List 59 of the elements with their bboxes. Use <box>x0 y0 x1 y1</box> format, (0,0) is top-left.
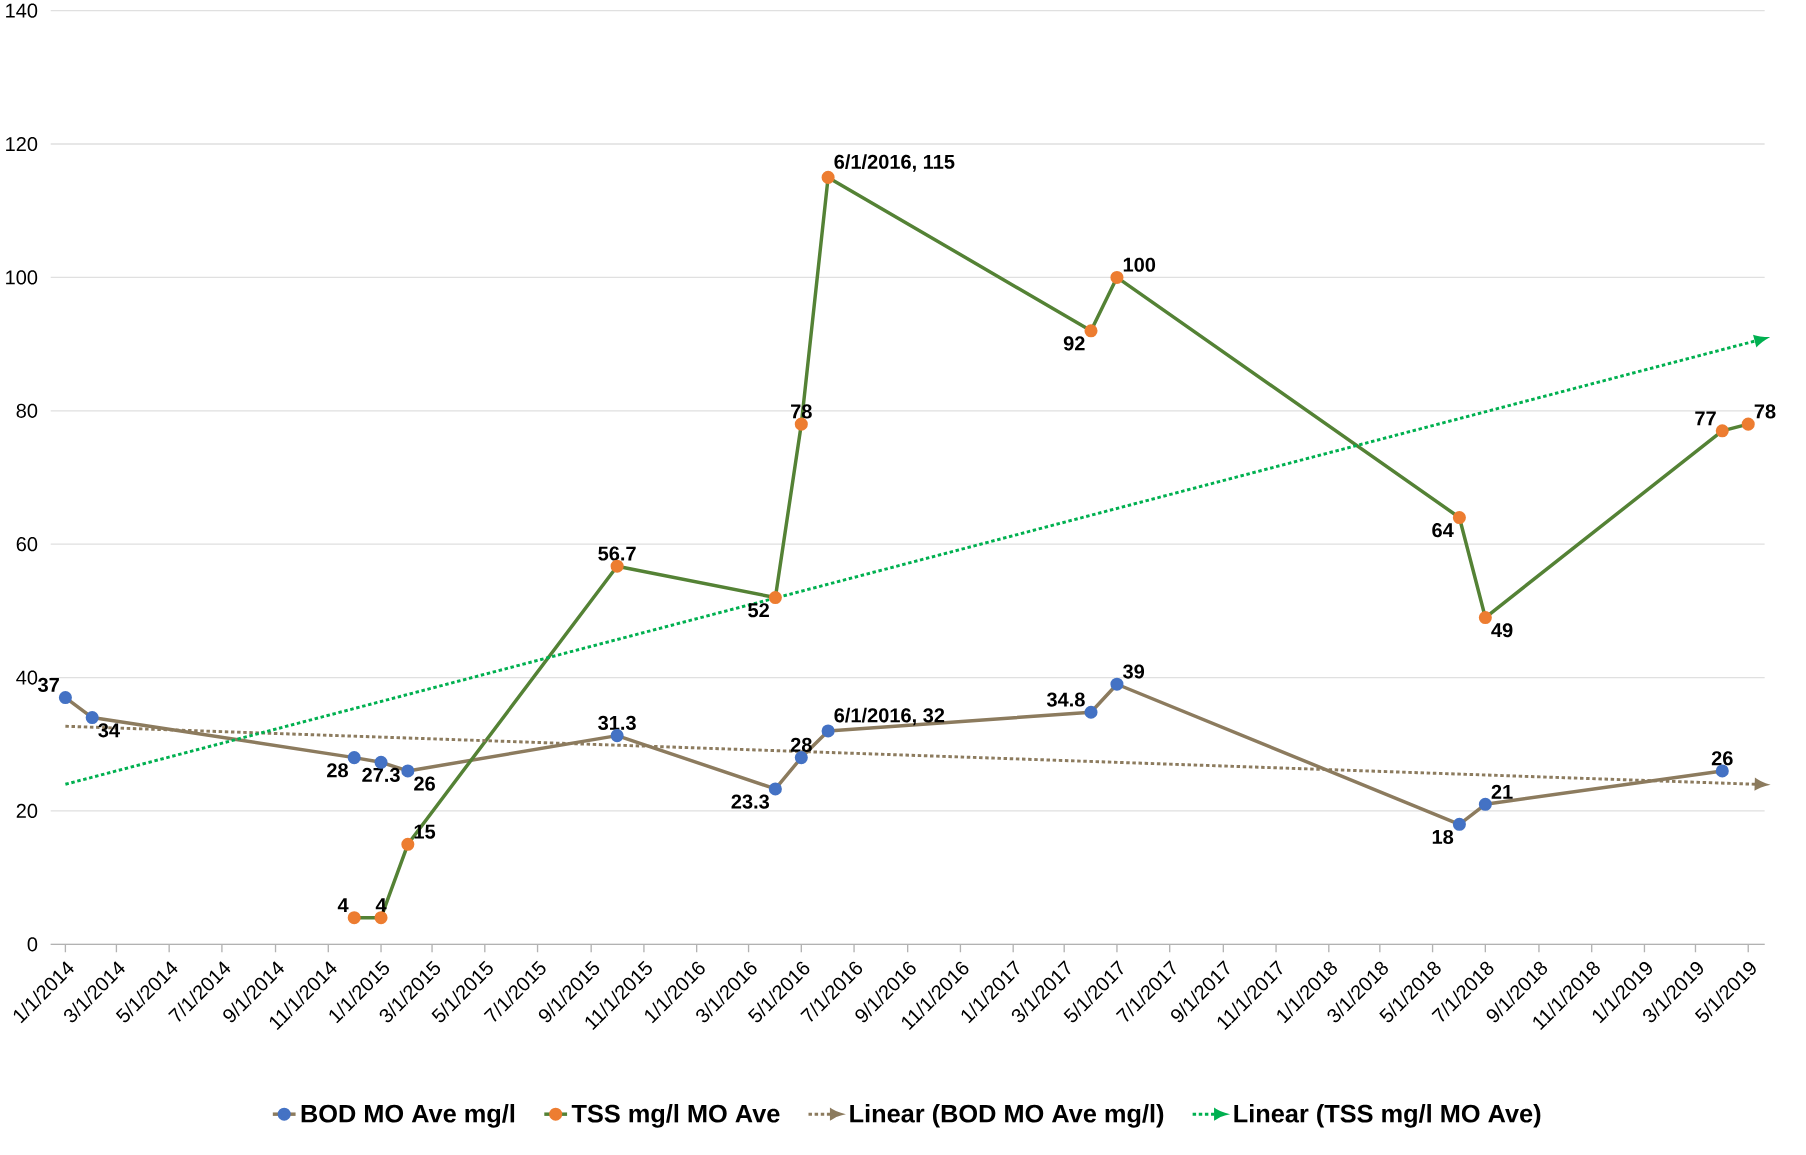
data-label: 6/1/2016, 32 <box>834 707 945 726</box>
point <box>1110 270 1124 284</box>
point <box>374 911 388 925</box>
data-label: 100 <box>1123 257 1156 272</box>
data-label: 27.3 <box>362 767 400 783</box>
y-tick-label: 60 <box>16 537 38 552</box>
y-tick-label: 20 <box>16 803 38 818</box>
point <box>1084 705 1098 719</box>
data-label: 28 <box>327 763 348 778</box>
point <box>1478 610 1492 625</box>
point <box>794 751 808 765</box>
point <box>401 764 415 778</box>
data-label: 52 <box>748 603 769 618</box>
point <box>1110 677 1124 691</box>
point <box>768 590 782 605</box>
data-label: 26 <box>1711 751 1733 766</box>
data-label: 39 <box>1123 664 1145 679</box>
data-label: 34 <box>98 723 120 738</box>
point <box>821 724 835 738</box>
y-tick-label: 120 <box>6 136 38 152</box>
point <box>1452 510 1466 525</box>
point <box>1741 417 1755 431</box>
data-label: 4 <box>337 898 349 913</box>
point <box>85 711 99 725</box>
point <box>347 911 361 925</box>
data-label: 78 <box>1754 404 1776 419</box>
y-tick-label: 80 <box>16 403 38 418</box>
y-tick-label: 140 <box>6 3 38 18</box>
point <box>401 837 415 851</box>
data-label: 21 <box>1491 784 1513 799</box>
point <box>1084 324 1098 338</box>
data-label: 23.3 <box>731 794 770 809</box>
legend-label: Linear (BOD MO Ave mg/l) <box>850 1103 1164 1128</box>
data-label: 49 <box>1491 623 1513 638</box>
data-label: 77 <box>1695 411 1716 426</box>
data-label: 56.7 <box>598 546 636 561</box>
data-label: 6/1/2016, 115 <box>834 154 955 172</box>
data-label: 28 <box>790 737 812 752</box>
point <box>1715 424 1729 438</box>
data-label: 34.8 <box>1046 692 1085 707</box>
point <box>347 751 361 765</box>
point <box>1452 817 1466 831</box>
point <box>768 782 782 796</box>
legend-label: TSS mg/l MO Ave <box>571 1103 780 1128</box>
y-tick-label: 100 <box>6 270 38 285</box>
data-label: 31.3 <box>598 715 636 730</box>
legend-label: BOD MO Ave mg/l <box>301 1103 515 1128</box>
point <box>58 691 72 705</box>
point <box>821 170 835 184</box>
data-label: 26 <box>414 776 435 791</box>
legend-label: Linear (TSS mg/l MO Ave) <box>1234 1103 1541 1128</box>
point <box>610 729 624 743</box>
data-label: 18 <box>1432 829 1454 845</box>
data-label: 92 <box>1063 336 1085 351</box>
point <box>1478 797 1492 811</box>
y-tick-label: 0 <box>27 937 38 952</box>
data-label: 37 <box>38 677 59 692</box>
y-tick-label: 40 <box>16 670 38 685</box>
data-label: 64 <box>1432 523 1454 538</box>
